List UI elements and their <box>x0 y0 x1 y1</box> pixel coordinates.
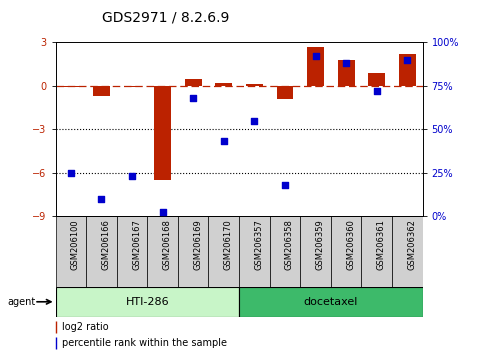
Bar <box>392 216 423 287</box>
Bar <box>300 216 331 287</box>
Bar <box>56 321 57 333</box>
Point <box>251 118 258 124</box>
Text: GSM206166: GSM206166 <box>101 219 111 270</box>
Bar <box>215 83 232 86</box>
Bar <box>361 216 392 287</box>
Point <box>159 210 167 215</box>
Bar <box>56 287 239 317</box>
Text: GSM206170: GSM206170 <box>224 219 233 270</box>
Point <box>67 170 75 175</box>
Bar <box>277 86 293 99</box>
Text: GSM206167: GSM206167 <box>132 219 141 270</box>
Text: log2 ratio: log2 ratio <box>62 322 109 332</box>
Text: GSM206357: GSM206357 <box>255 219 263 270</box>
Text: docetaxel: docetaxel <box>304 297 358 307</box>
Bar <box>62 86 79 87</box>
Text: GSM206361: GSM206361 <box>377 219 386 270</box>
Bar <box>93 86 110 96</box>
Text: GSM206360: GSM206360 <box>346 219 355 270</box>
Point <box>220 138 227 144</box>
Text: agent: agent <box>7 297 35 307</box>
Text: GSM206359: GSM206359 <box>315 219 325 270</box>
Text: GSM206168: GSM206168 <box>163 219 171 270</box>
Point <box>281 182 289 188</box>
Text: GSM206100: GSM206100 <box>71 219 80 270</box>
Bar <box>270 216 300 287</box>
Text: percentile rank within the sample: percentile rank within the sample <box>62 338 227 348</box>
Bar <box>239 216 270 287</box>
Bar <box>209 216 239 287</box>
Text: GSM206362: GSM206362 <box>407 219 416 270</box>
Bar <box>246 84 263 86</box>
Bar <box>369 73 385 86</box>
Bar <box>399 54 416 86</box>
Bar <box>338 60 355 86</box>
Point <box>98 196 105 201</box>
Bar <box>331 216 361 287</box>
Bar <box>178 216 209 287</box>
Point <box>342 61 350 66</box>
Text: GDS2971 / 8.2.6.9: GDS2971 / 8.2.6.9 <box>102 11 229 25</box>
Bar <box>86 216 117 287</box>
Point <box>312 53 319 59</box>
Bar <box>117 216 147 287</box>
Bar <box>239 287 423 317</box>
Bar <box>56 337 57 349</box>
Point <box>373 88 381 94</box>
Bar <box>307 47 324 86</box>
Point <box>189 95 197 101</box>
Bar <box>185 79 201 86</box>
Bar <box>124 86 141 87</box>
Bar <box>56 216 86 287</box>
Bar <box>154 86 171 180</box>
Text: HTI-286: HTI-286 <box>126 297 169 307</box>
Text: GSM206169: GSM206169 <box>193 219 202 270</box>
Point <box>128 173 136 179</box>
Point <box>403 57 411 63</box>
Text: GSM206358: GSM206358 <box>285 219 294 270</box>
Bar <box>147 216 178 287</box>
